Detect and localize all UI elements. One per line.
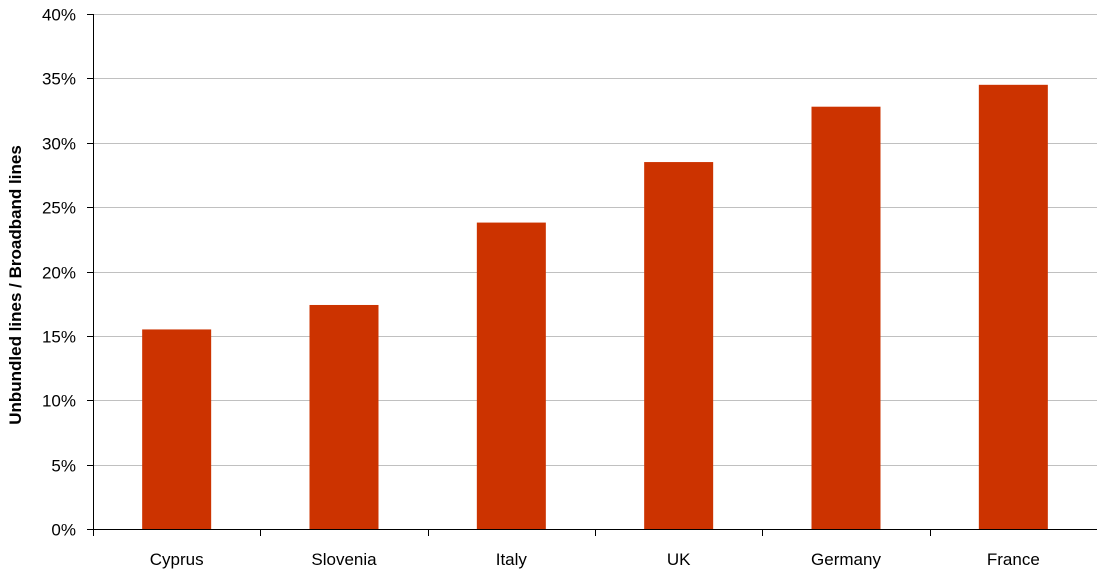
x-tick-label: UK <box>667 550 691 569</box>
y-tick-label: 25% <box>42 199 76 218</box>
gridlines <box>93 14 1097 466</box>
x-tick-label: Italy <box>496 550 528 569</box>
y-axis-title: Unbundled lines / Broadband lines <box>6 145 25 425</box>
y-tick-label: 35% <box>42 70 76 89</box>
x-tick-label: France <box>987 550 1040 569</box>
bar-italy <box>476 222 546 529</box>
y-tick-label: 15% <box>42 328 76 347</box>
y-tick-label: 10% <box>42 392 76 411</box>
y-tick-label: 5% <box>51 457 76 476</box>
y-tick-label: 30% <box>42 135 76 154</box>
y-tick-label: 40% <box>42 6 76 25</box>
axes <box>87 14 1097 536</box>
bar-germany <box>811 106 881 529</box>
y-tick-labels: 0% 5% 10% 15% 20% 25% 30% 35% 40% <box>42 6 76 540</box>
x-tick-label: Germany <box>811 550 881 569</box>
bars <box>142 84 1048 529</box>
bar-uk <box>644 162 714 529</box>
x-tick-label: Slovenia <box>311 550 377 569</box>
bar-france <box>978 84 1048 529</box>
y-tick-label: 20% <box>42 264 76 283</box>
x-tick-labels: Cyprus Slovenia Italy UK Germany France <box>150 550 1040 569</box>
x-tick-label: Cyprus <box>150 550 204 569</box>
y-tick-label: 0% <box>51 521 76 540</box>
bar-slovenia <box>309 304 379 529</box>
bar-cyprus <box>142 329 212 529</box>
